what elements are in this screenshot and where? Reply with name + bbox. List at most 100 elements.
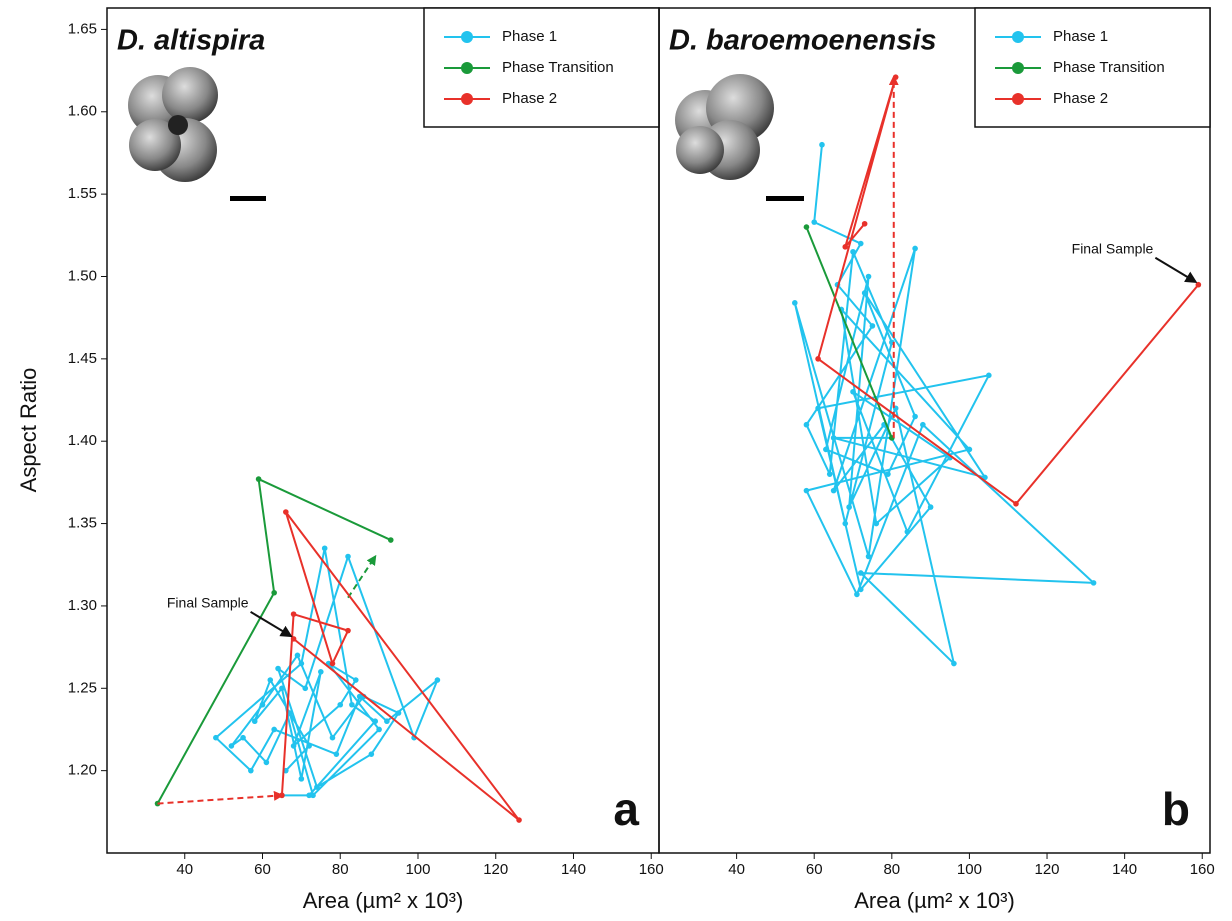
point [803,487,810,494]
x-tick-label: 160 [639,861,664,878]
point [861,290,868,296]
point [310,792,316,799]
point [951,660,957,667]
panel-label: a [613,783,639,835]
legend-dot [1012,31,1024,43]
point [912,245,918,252]
series-line [817,76,1200,505]
point [321,545,328,552]
point [372,718,379,725]
legend-dot [461,62,473,74]
x-tick-label: 140 [1112,861,1137,878]
point [352,677,359,683]
point [830,487,837,494]
legend-dot [1012,93,1024,105]
y-tick-label: 1.20 [68,762,97,779]
y-tick-label: 1.60 [68,103,97,120]
point [811,219,818,225]
point [333,751,340,757]
legend-dot [461,31,473,43]
point [345,553,351,560]
point [329,734,336,741]
point [290,611,297,617]
plot-frame [658,7,1211,854]
y-tick-label: 1.25 [68,679,97,696]
point [850,388,856,395]
point [395,710,402,716]
legend-label: Phase 1 [1053,28,1108,45]
fossil-image [675,74,804,201]
point [290,636,297,642]
point [318,669,324,675]
point [306,743,312,749]
x-tick-label: 60 [806,861,823,878]
y-tick-label: 1.40 [68,432,97,449]
point [329,660,336,667]
point [869,323,876,329]
point [384,718,390,725]
point [516,817,522,823]
point [826,471,833,477]
point [842,520,849,527]
point [857,586,864,593]
point [966,446,973,453]
point [912,413,918,420]
x-tick-label: 100 [405,861,430,878]
legend-label: Phase 2 [1053,90,1108,107]
series-line [280,511,521,822]
x-axis-title: Area (µm² x 10³) [303,888,464,913]
point [842,244,849,250]
point [850,248,856,255]
legend-label: Phase Transition [1053,59,1165,76]
x-tick-label: 40 [728,861,745,878]
x-tick-label: 100 [957,861,982,878]
fossil-image [128,67,266,201]
x-tick-label: 120 [483,861,508,878]
point [337,701,344,708]
point [376,726,382,733]
legend-dot [461,93,473,105]
annotation-arrow [1154,256,1198,283]
point [275,665,281,672]
y-tick-label: 1.45 [68,350,97,367]
point [803,421,810,428]
point [846,504,852,510]
point [1013,500,1019,507]
y-axis-title: Aspect Ratio [16,368,41,493]
y-tick-label: 1.35 [68,515,97,532]
dashed-line [347,554,377,599]
point [298,660,305,667]
y-tick-label: 1.65 [68,20,97,37]
legend-label: Phase 1 [502,28,557,45]
point [819,141,825,148]
panel-title: D. altispira [117,25,265,57]
point [927,504,934,510]
point [349,701,355,708]
point [854,591,860,598]
point [248,767,254,774]
point [271,589,277,596]
point [865,273,872,280]
point [302,685,309,692]
point [861,220,868,227]
point [306,792,312,799]
point [815,356,821,362]
legend-label: Phase 2 [502,90,557,107]
point [259,701,266,708]
point [294,652,301,659]
point [271,726,277,733]
point [240,734,246,741]
point [213,734,219,741]
point [830,435,837,441]
legend-label: Phase Transition [502,59,614,76]
point [251,718,258,725]
point [267,677,274,683]
x-tick-label: 160 [1190,861,1215,878]
point [986,372,992,379]
point [298,776,305,782]
point [279,685,285,692]
x-tick-label: 80 [332,861,349,878]
point [1195,281,1202,288]
point [263,759,270,766]
